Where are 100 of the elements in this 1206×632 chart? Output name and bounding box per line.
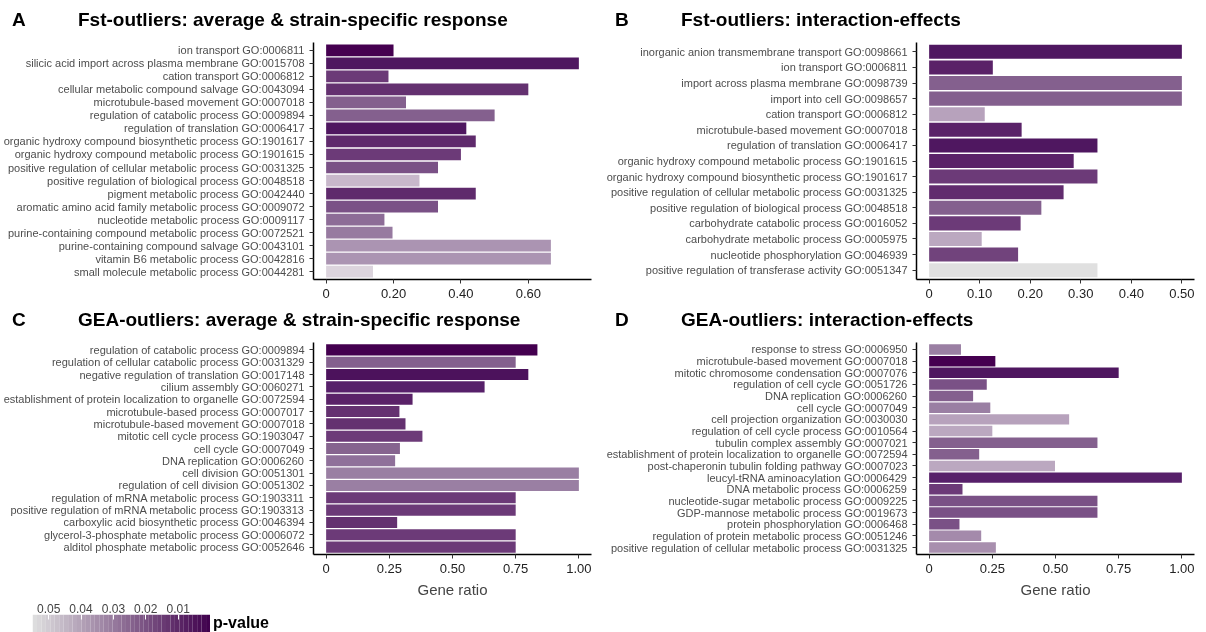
bar [929,263,1098,278]
x-axis-title: Gene ratio [1020,580,1091,598]
color-bar-label: 0.04 [69,601,94,616]
y-tick-label: establishment of protein localization to organelle GO:0072594 [3,393,305,406]
text: A [12,8,26,32]
x-tick-label: 0.40 [1118,285,1144,301]
y-tick-label: regulation of cellular catabolic process GO:0031329 [51,356,305,369]
y-tick-label: establishment of protein localization to organelle GO:0072594 [606,448,908,461]
bar [326,200,439,213]
y-tick-label: small molecule metabolic process GO:0044281 [74,265,305,278]
bar [326,187,476,200]
x-axis-title: Gene ratio [417,580,488,598]
bar [929,390,974,402]
bar [326,492,516,504]
bar [929,91,1182,106]
text: B [615,8,629,32]
bar [326,265,373,278]
y-tick-label: regulation of cell division GO:0051302 [118,479,305,492]
y-tick-label: tubulin complex assembly GO:0007021 [715,436,908,449]
y-tick-label: vitamin B6 metabolic process GO:0042816 [95,252,305,265]
y-tick-label: nucleotide metabolic process GO:0009117 [97,213,305,226]
y-tick-label: purine-containing compound metabolic process GO:0072521 [7,226,305,239]
bar [326,381,485,393]
x-tick-label: 0.60 [515,285,541,301]
bar [326,174,420,187]
y-tick-label: cilium assembly GO:0060271 [160,380,305,393]
x-tick-label: 0.50 [1169,285,1195,301]
y-tick-label: regulation of translation GO:0006417 [124,122,305,135]
color-bar-label: 0.03 [101,601,126,616]
bar [929,76,1182,91]
bar [326,393,413,405]
chart-title: Fst-outliers: average & strain-specific response [78,8,508,32]
y-tick-label: positive regulation of biological process GO:0048518 [650,201,908,214]
bar [929,216,1021,231]
x-tick-label: 1.00 [1169,560,1195,576]
bar [326,96,406,109]
bar [929,379,987,390]
y-tick-label: inorganic anion transmembrane transport GO:0098661 [640,45,908,58]
y-tick-label: purine-containing compound salvage GO:0043101 [58,239,305,252]
y-tick-label: protein phosphorylation GO:0006468 [727,518,908,531]
bar [929,344,961,355]
y-tick-label: response to stress GO:0006950 [751,343,908,356]
y-tick-label: alditol phosphate metabolic process GO:0052646 [63,541,305,554]
bar [929,185,1064,200]
y-tick-label: carbohydrate catabolic process GO:0016052 [689,217,908,230]
bar [326,161,439,174]
y-tick-label: cation transport GO:0006812 [765,108,908,121]
bar [326,430,423,442]
x-tick-label: 0 [322,560,330,576]
y-tick-label: GDP-mannose metabolic process GO:0019673 [676,506,908,519]
y-tick-label: carbohydrate metabolic process GO:0005975 [685,232,908,245]
y-tick-label: carboxylic acid biosynthetic process GO:0046394 [63,516,305,529]
bar [929,153,1074,169]
y-tick-label: positive regulation of biological process GO:0048518 [47,174,305,187]
y-tick-label: organic hydroxy compound biosynthetic process GO:1901617 [606,170,908,183]
y-tick-label: glycerol-3-phosphate metabolic process GO:0006072 [44,528,305,541]
y-tick-label: cell projection organization GO:0030030 [711,413,908,426]
bar [326,70,389,83]
y-tick-label: DNA replication GO:0006260 [765,390,907,403]
y-tick-label: import into cell GO:0098657 [770,92,908,105]
x-tick-label: 0.75 [503,560,529,576]
y-tick-label: regulation of cell cycle process GO:0010564 [691,425,908,438]
bar [929,472,1182,483]
y-tick-label: regulation of catabolic process GO:0009894 [89,343,305,356]
bar [929,200,1042,215]
color-bar-title: p-value [212,613,270,632]
bar [929,231,982,246]
bar [326,344,538,356]
bar [326,541,516,553]
y-tick-label: positive regulation of transferase activity GO:0051347 [645,264,908,277]
y-tick-label: mitotic cell cycle process GO:1903047 [117,430,305,443]
y-tick-label: mitotic chromosome condensation GO:0007076 [674,366,908,379]
x-tick-label: 0.75 [1106,560,1132,576]
bar [326,369,529,381]
y-tick-label: cellular metabolic compound salvage GO:0043094 [58,83,305,96]
y-tick-label: nucleotide-sugar metabolic process GO:0009225 [668,494,908,507]
bar [929,169,1098,184]
y-tick-label: microtubule-based movement GO:0007018 [93,417,305,430]
x-tick-label: 0 [322,285,330,301]
bar [929,484,963,495]
y-tick-label: regulation of cell cycle GO:0051726 [733,378,908,391]
y-tick-label: regulation of protein metabolic process GO:0051246 [652,529,908,542]
y-tick-label: nucleotide phosphorylation GO:0046939 [710,248,908,261]
bar [929,107,985,122]
bar [326,148,461,161]
y-tick-label: ion transport GO:0006811 [178,44,305,57]
x-tick-label: 0 [925,285,933,301]
bar [326,44,394,57]
y-tick-label: pigment metabolic process GO:0042440 [107,187,305,200]
bar [326,109,495,122]
y-tick-label: organic hydroxy compound biosynthetic process GO:1901617 [3,135,305,148]
color-bar-label: 0.05 [37,601,61,616]
x-tick-label: 0.30 [1068,285,1094,301]
y-tick-label: microtubule-based process GO:0007017 [106,405,305,418]
x-tick-label: 0.40 [448,285,474,301]
y-tick-label: microtubule-based movement GO:0007018 [696,123,908,136]
x-tick-label: 1.00 [566,560,592,576]
y-tick-label: microtubule-based movement GO:0007018 [93,96,305,109]
y-tick-label: positive regulation of cellular metabolic process GO:0031325 [610,541,908,554]
bar [326,135,476,148]
